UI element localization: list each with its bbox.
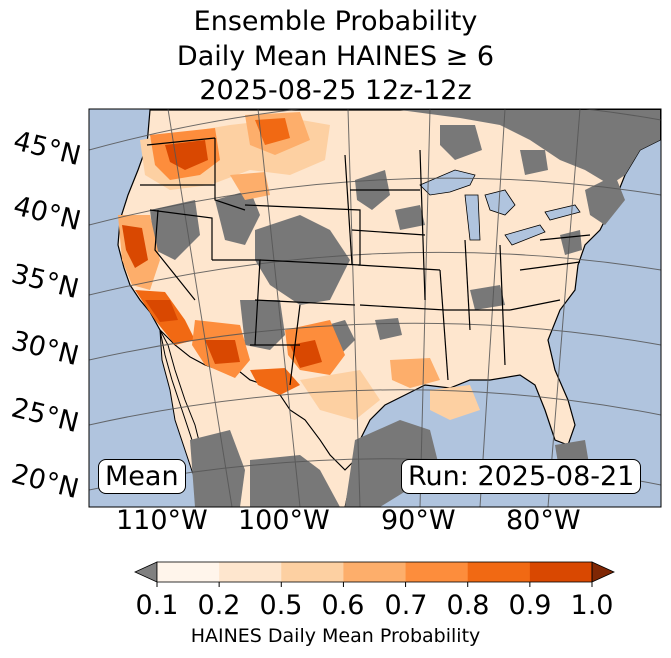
lon-label-80w: 80°W bbox=[506, 505, 581, 536]
colorbar-bin bbox=[529, 562, 593, 582]
title-line-2: Daily Mean HAINES ≥ 6 bbox=[176, 41, 495, 72]
state-borders bbox=[140, 137, 591, 386]
canada-nodata bbox=[400, 110, 660, 185]
colorbar-tick-label: 0.8 bbox=[446, 590, 490, 621]
colorbar-label: HAINES Daily Mean Probability bbox=[190, 625, 481, 647]
map-frame bbox=[88, 108, 662, 508]
title-line-3: 2025-08-25 12z-12z bbox=[199, 75, 472, 106]
colorbar-bin bbox=[281, 562, 344, 582]
run-label: Run: 2025-08-21 bbox=[401, 459, 642, 494]
lon-label-100w: 100°W bbox=[238, 505, 330, 536]
colorbar-tick-label: 0.9 bbox=[508, 590, 552, 621]
colorbar bbox=[134, 561, 615, 587]
probability-fill bbox=[118, 112, 480, 420]
colorbar-bin bbox=[343, 562, 407, 582]
stat-label: Mean bbox=[98, 459, 186, 494]
colorbar-tick-label: 1.0 bbox=[570, 590, 614, 621]
colorbar-tick-label: 0.2 bbox=[197, 590, 241, 621]
lon-label-110w: 110°W bbox=[116, 505, 208, 536]
colorbar-bin bbox=[405, 562, 469, 582]
colorbar-over-arrow bbox=[591, 561, 615, 583]
great-lakes bbox=[419, 169, 581, 246]
colorbar-tick-label: 0.1 bbox=[135, 590, 179, 621]
lon-label-90w: 90°W bbox=[381, 505, 456, 536]
title-line-1: Ensemble Probability bbox=[193, 6, 478, 37]
colorbar-bin bbox=[467, 562, 531, 582]
colorbar-tick-label: 0.6 bbox=[321, 590, 365, 621]
colorbar-under-arrow bbox=[134, 561, 158, 583]
colorbar-tick-label: 0.5 bbox=[259, 590, 303, 621]
colorbar-bin bbox=[219, 562, 282, 582]
colorbar-tick-label: 0.7 bbox=[384, 590, 428, 621]
colorbar-bin bbox=[157, 562, 220, 582]
